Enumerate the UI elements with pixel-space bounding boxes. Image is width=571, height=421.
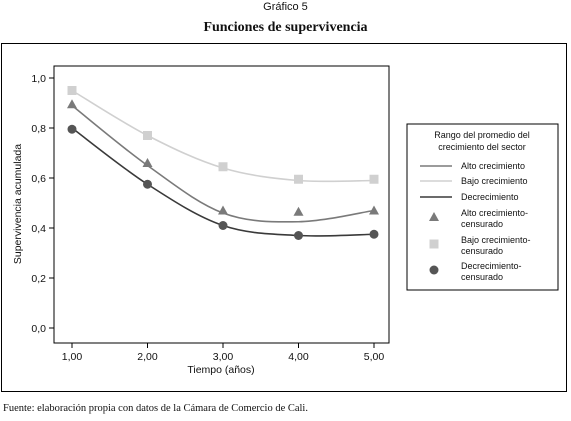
legend-title-line-2: crecimiento del sector — [438, 142, 526, 152]
legend-swatch — [429, 239, 439, 249]
legend-label: Alto crecimiento- — [461, 208, 528, 218]
chart-title: Funciones de supervivencia — [203, 20, 368, 35]
legend-item-alto-crecimiento-censurado: Alto crecimiento-censurado — [429, 208, 528, 229]
legend-label: Decrecimiento — [461, 192, 519, 202]
point-decrecimiento-censurado — [294, 231, 303, 240]
x-tick-label: 1,00 — [62, 351, 83, 363]
point-decrecimiento-censurado — [67, 124, 77, 134]
survival-chart: 0,0 0,2 0,4 0,6 0,8 1,0 1,00 2,00 3,00 4,00 5,00 S… — [12, 65, 559, 376]
legend-item-decrecimiento: Decrecimiento — [420, 192, 519, 202]
y-tick-label: 0,6 — [31, 173, 46, 185]
plot-area — [53, 65, 390, 344]
legend-label: Decrecimiento- — [461, 261, 522, 271]
legend-label: Bajo crecimiento — [461, 176, 528, 186]
legend-swatch — [429, 265, 439, 275]
y-tick-label: 0,8 — [31, 123, 46, 135]
y-tick-label: 1,0 — [31, 73, 46, 85]
y-axis-label: Supervivencia acumulada — [12, 144, 24, 264]
x-tick-label: 5,00 — [364, 351, 385, 363]
point-decrecimiento-censurado — [143, 179, 152, 189]
legend-label: Alto crecimiento — [461, 161, 525, 171]
source-note: Fuente: elaboración propia con datos de … — [3, 403, 308, 414]
legend-label-cont: censurado — [461, 272, 503, 282]
point-alto-crecimiento-censurado — [293, 206, 304, 216]
figure-label: Gráfico 5 — [263, 1, 308, 13]
legend-item-alto-crecimiento: Alto crecimiento — [420, 161, 525, 171]
legend: Rango del promedio del crecimiento del s… — [406, 123, 559, 291]
point-alto-crecimiento-censurado — [142, 158, 153, 167]
legend-swatch — [429, 212, 439, 221]
legend-item-decrecimiento-censurado: Decrecimiento-censurado — [429, 261, 522, 282]
legend-item-bajo-crecimiento: Bajo crecimiento — [420, 176, 528, 186]
x-tick-label: 2,00 — [137, 351, 158, 363]
point-bajo-crecimiento-censurado — [143, 131, 152, 140]
point-bajo-crecimiento-censurado — [294, 174, 303, 184]
point-alto-crecimiento-censurado — [369, 205, 379, 215]
point-decrecimiento-censurado — [218, 221, 228, 230]
point-bajo-crecimiento-censurado — [369, 174, 379, 184]
y-tick-label: 0,0 — [31, 323, 46, 335]
y-tick-label: 0,4 — [31, 223, 46, 235]
point-decrecimiento-censurado — [369, 229, 379, 239]
point-bajo-crecimiento-censurado — [67, 86, 77, 95]
x-tick-label: 4,00 — [288, 351, 309, 363]
point-bajo-crecimiento-censurado — [218, 162, 228, 172]
legend-label-cont: censurado — [461, 219, 503, 229]
legend-box — [406, 123, 559, 291]
y-tick-label: 0,2 — [31, 273, 46, 285]
chart-frame: 0,0 0,2 0,4 0,6 0,8 1,0 1,00 2,00 3,00 4,00 5,00 S… — [1, 43, 567, 392]
legend-title-line-1: Rango del promedio del — [434, 130, 530, 140]
x-tick-label: 3,00 — [213, 351, 234, 363]
point-alto-crecimiento-censurado — [67, 99, 77, 109]
legend-item-bajo-crecimiento-censurado: Bajo crecimiento-censurado — [429, 235, 531, 256]
point-alto-crecimiento-censurado — [218, 205, 228, 215]
x-axis-label: Tiempo (años) — [187, 364, 254, 376]
legend-label-cont: censurado — [461, 246, 503, 256]
legend-label: Bajo crecimiento- — [461, 235, 531, 245]
